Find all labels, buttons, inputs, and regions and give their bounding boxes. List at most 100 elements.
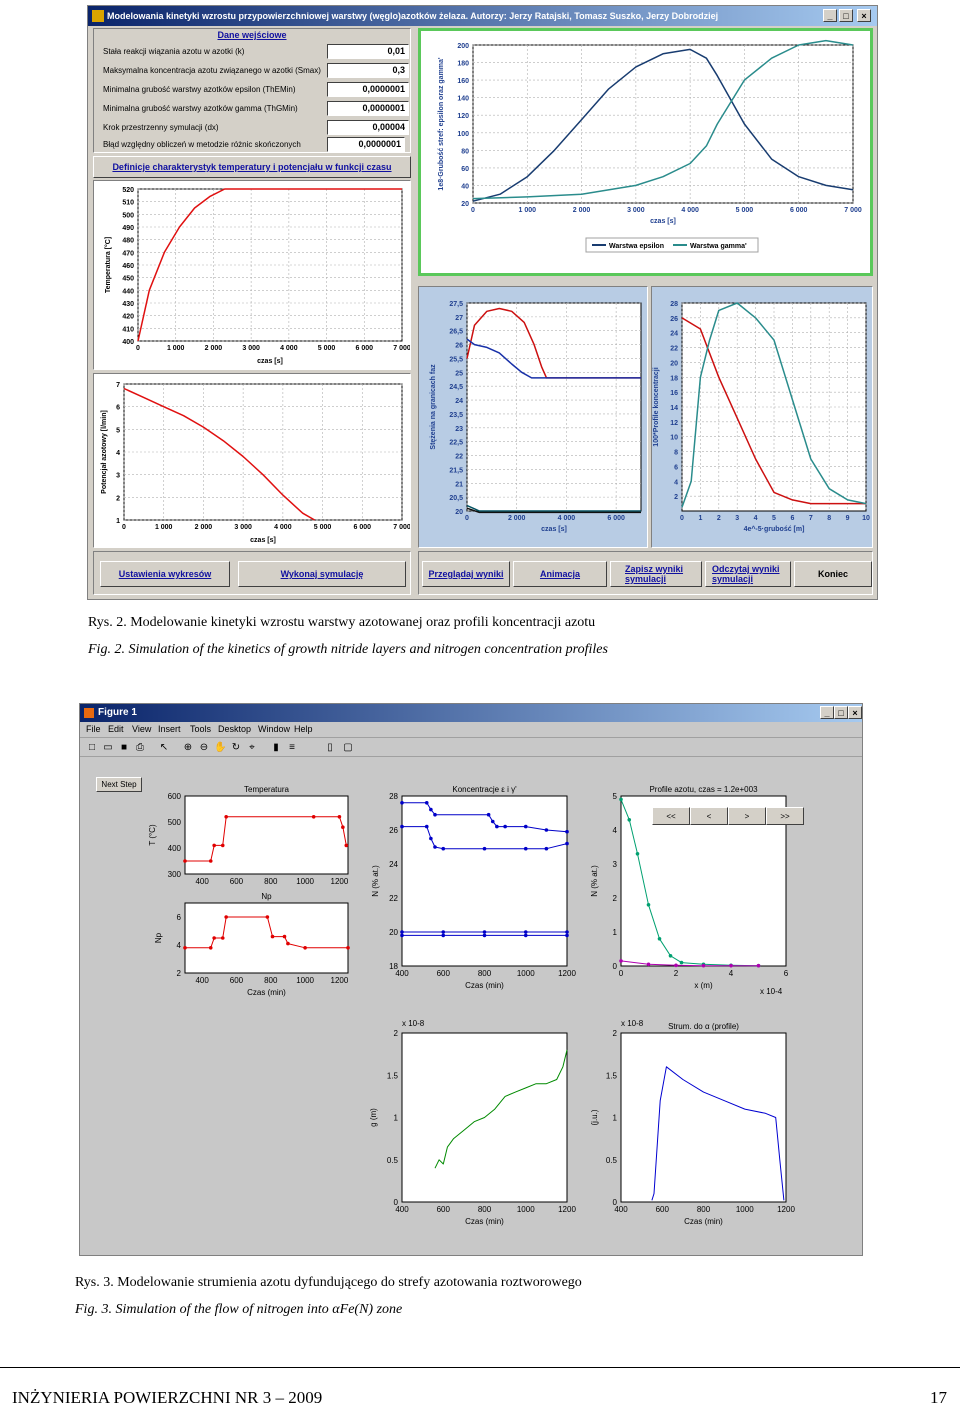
chart-title: Np	[261, 892, 272, 901]
nav-next-button[interactable]: >	[728, 807, 766, 825]
menu-edit[interactable]: Edit	[108, 724, 124, 734]
y-tick-label: 450	[122, 276, 134, 283]
x-tick-label: 2 000	[573, 207, 591, 214]
show-plot-tools-icon[interactable]: ▢	[343, 742, 353, 753]
maximize-button[interactable]: □	[839, 9, 853, 22]
close-button[interactable]: ×	[848, 706, 862, 719]
menu-tools[interactable]: Tools	[190, 724, 212, 734]
param-dx-input[interactable]: 0,00004	[327, 120, 409, 135]
chart-settings-button[interactable]: Ustawienia wykresów	[100, 561, 230, 587]
nav-first-button[interactable]: <<	[652, 807, 690, 825]
param-error-input[interactable]: 0,0000001	[327, 137, 405, 152]
matlab-figure-window: Figure 1 _ □ × File Edit View Insert Too…	[79, 703, 863, 1256]
data-point	[523, 933, 528, 938]
x-tick-label: 0	[680, 515, 684, 522]
x-axis-label: Czas (min)	[465, 1217, 504, 1226]
x-tick-label: 2	[717, 515, 721, 522]
open-file-icon[interactable]: ▭	[103, 742, 113, 753]
minimize-button[interactable]: _	[823, 9, 837, 22]
browse-results-button[interactable]: Przeglądaj wyniki	[422, 561, 510, 587]
figure2-caption-pl: Rys. 2. Modelowanie kinetyki wzrostu war…	[88, 615, 596, 630]
y-tick-label: 410	[122, 326, 134, 333]
data-point	[282, 934, 287, 939]
y-tick-label: 400	[122, 339, 134, 346]
param-label: Minimalna grubość warstwy azotków gamma …	[103, 104, 298, 113]
maximize-button[interactable]: □	[834, 706, 848, 719]
save-icon[interactable]: ■	[120, 742, 128, 753]
nav-last-button[interactable]: >>	[766, 807, 804, 825]
param-smax-input[interactable]: 0,3	[327, 63, 409, 78]
x-tick-label: 1000	[517, 969, 535, 978]
series-line	[137, 188, 402, 342]
zoom-out-icon[interactable]: ⊖	[199, 742, 209, 753]
data-point	[220, 936, 225, 940]
print-icon[interactable]: ⎙	[136, 742, 144, 753]
x-tick-label: 0	[136, 345, 140, 352]
close-button[interactable]: ×	[857, 9, 871, 22]
x-tick-label: 800	[478, 969, 492, 978]
y-axis-label: Stężenia na granicach faz	[430, 364, 437, 450]
y-tick-label: 520	[122, 187, 134, 194]
data-point	[756, 963, 761, 968]
y-tick-label: 22	[389, 894, 398, 903]
x-tick-label: 1 000	[519, 207, 537, 214]
pan-hand-icon[interactable]: ✋	[214, 742, 227, 753]
y-tick-label: 21,5	[449, 467, 463, 474]
read-results-button[interactable]: Odczytaj wyniki symulacji	[705, 561, 791, 587]
minimize-button[interactable]: _	[820, 706, 834, 719]
series-line	[466, 507, 641, 514]
input-data-header: Dane wejściowe	[217, 30, 287, 40]
menu-file[interactable]: File	[86, 724, 101, 734]
y-tick-label: 460	[122, 263, 134, 270]
y-tick-label: 2	[177, 969, 182, 978]
y-tick-label: 21	[455, 481, 463, 488]
param-thgmin-input[interactable]: 0,0000001	[327, 101, 409, 116]
exit-button[interactable]: Koniec	[794, 561, 872, 587]
y-tick-label: 5	[116, 427, 120, 434]
menu-window[interactable]: Window	[258, 724, 291, 734]
x-tick-label: 600	[230, 976, 244, 985]
run-simulation-button[interactable]: Wykonaj symulację	[238, 561, 406, 587]
data-point	[400, 824, 404, 829]
nav-prev-button[interactable]: <	[690, 807, 728, 825]
save-results-button[interactable]: Zapisz wyniki symulacji	[610, 561, 702, 587]
x-tick-label: 5 000	[318, 345, 336, 352]
next-step-button[interactable]: Next Step	[96, 777, 142, 792]
param-k-input[interactable]: 0,01	[327, 44, 409, 59]
menu-desktop[interactable]: Desktop	[218, 724, 252, 734]
param-label: Stała reakcji wiązania azotu w azotki (k…	[103, 47, 245, 56]
hide-plot-tools-icon[interactable]: ▯	[327, 742, 333, 753]
zoom-in-icon[interactable]: ⊕	[183, 742, 193, 753]
y-multiplier-label: x 10-8	[402, 1019, 425, 1028]
menu-insert[interactable]: Insert	[158, 724, 181, 734]
y-tick-label: 1.5	[606, 1071, 618, 1080]
animation-button[interactable]: Animacja	[513, 561, 607, 587]
new-figure-icon[interactable]: □	[88, 742, 96, 753]
y-tick-label: 60	[461, 166, 469, 173]
x-tick-label: 2	[674, 969, 679, 978]
rotate-3d-icon[interactable]: ↻	[231, 742, 241, 753]
data-point	[482, 930, 487, 934]
y-axis-label: N (% at.)	[590, 865, 599, 897]
legend-icon[interactable]: ≡	[289, 742, 295, 753]
x-tick-label: 6 000	[790, 207, 808, 214]
data-point	[495, 824, 499, 829]
menu-help[interactable]: Help	[294, 724, 313, 734]
y-axis-label: g (m)	[369, 1108, 378, 1127]
x-tick-label: 600	[437, 969, 451, 978]
y-tick-label: 16	[670, 390, 678, 397]
series-line	[472, 39, 854, 200]
data-cursor-icon[interactable]: ⌖	[249, 742, 255, 753]
data-point	[729, 963, 733, 968]
colorbar-icon[interactable]: ▮	[273, 742, 279, 753]
y-tick-label: 420	[122, 314, 134, 321]
x-tick-label: 1 000	[167, 345, 185, 352]
toolbar-divider	[80, 756, 862, 757]
edit-plot-arrow-icon[interactable]: ↖	[159, 742, 169, 753]
define-characteristics-button[interactable]: Definicje charakterystyk temperatury i p…	[93, 156, 411, 178]
data-point	[441, 846, 446, 851]
y-axis-label: Potencjał azotowy [l/min]	[101, 410, 108, 494]
menu-view[interactable]: View	[132, 724, 152, 734]
param-themin-input[interactable]: 0,0000001	[327, 82, 409, 97]
y-tick-label: 1	[394, 1114, 399, 1123]
